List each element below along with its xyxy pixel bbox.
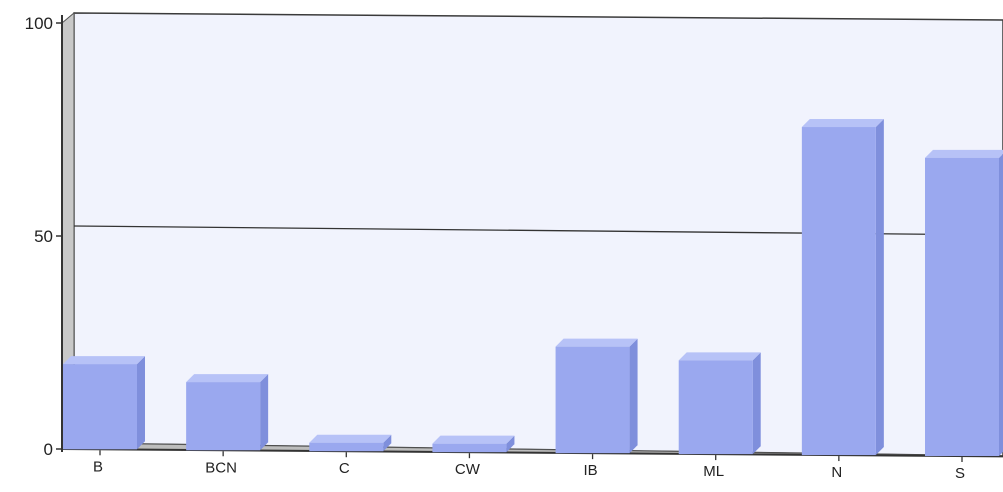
- bar-side: [629, 338, 638, 454]
- bar: [555, 338, 638, 454]
- y-tick-label: 50: [34, 227, 53, 246]
- x-tick-label: N: [831, 464, 842, 481]
- x-tick-label: BCN: [205, 459, 237, 476]
- bar-top: [678, 352, 761, 361]
- bar-top: [63, 356, 145, 365]
- bar-front: [925, 157, 999, 457]
- bar-front: [678, 360, 753, 455]
- bar-top: [555, 338, 638, 347]
- bar: [801, 119, 884, 456]
- x-tick-label: ML: [703, 463, 724, 480]
- bar-top: [925, 149, 1003, 158]
- bar-top: [801, 119, 884, 128]
- bar: [432, 435, 515, 453]
- y-tick-label: 0: [44, 440, 53, 459]
- bar-front: [801, 127, 876, 456]
- bar-side: [999, 153, 1003, 457]
- bar-side: [875, 119, 884, 456]
- x-tick-label: B: [93, 458, 103, 475]
- bar-front: [309, 442, 384, 452]
- bar-top: [186, 374, 269, 383]
- bar-top: [309, 434, 392, 443]
- bar: [186, 374, 269, 451]
- x-tick-label: S: [955, 465, 965, 482]
- bar-front: [432, 443, 507, 453]
- y-tick-label: 100: [25, 14, 53, 33]
- bar-front: [63, 364, 137, 450]
- bar-side: [752, 352, 761, 455]
- bar: [63, 356, 145, 450]
- bar: [309, 434, 392, 452]
- bar-side: [137, 356, 145, 450]
- bar: [925, 149, 1003, 457]
- bar-side: [383, 434, 392, 452]
- bar: [678, 352, 761, 455]
- x-tick-label: IB: [583, 462, 597, 479]
- bar-side: [260, 374, 269, 451]
- bar-front: [555, 346, 630, 454]
- bar-top: [432, 435, 515, 444]
- x-tick-label: CW: [455, 461, 481, 478]
- bar-front: [186, 382, 261, 451]
- x-tick-label: C: [339, 460, 350, 477]
- bar-side: [506, 435, 515, 453]
